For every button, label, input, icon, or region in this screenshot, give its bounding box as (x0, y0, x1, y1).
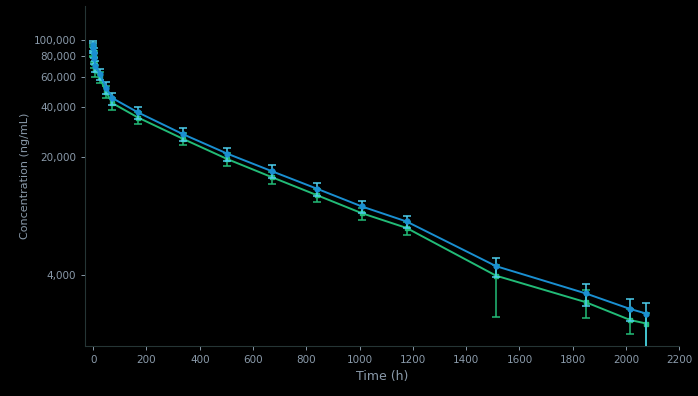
X-axis label: Time (h): Time (h) (356, 369, 408, 383)
Y-axis label: Concentration (ng/mL): Concentration (ng/mL) (20, 113, 29, 239)
